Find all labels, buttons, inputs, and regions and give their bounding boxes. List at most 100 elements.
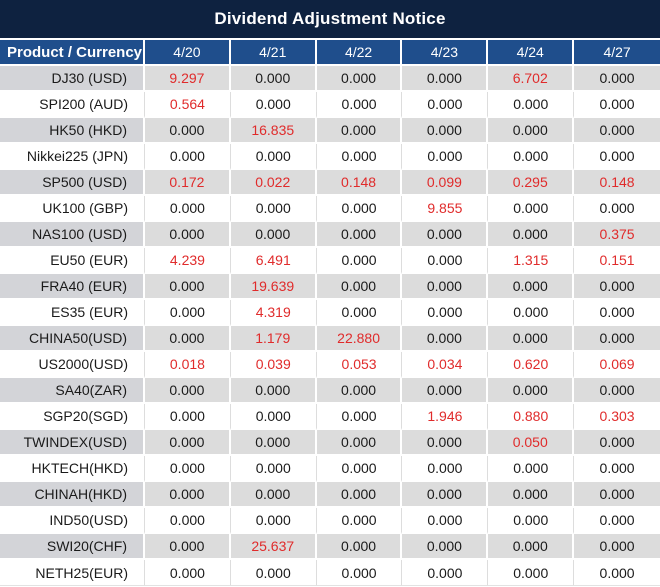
dividend-value-cell: 0.000 — [230, 560, 317, 586]
product-label: US2000(USD) — [0, 352, 145, 378]
dividend-value-cell: 0.000 — [488, 560, 575, 586]
dividend-value-cell: 0.000 — [316, 66, 403, 92]
product-label: IND50(USD) — [0, 508, 145, 534]
product-label: NAS100 (USD) — [0, 222, 145, 248]
dividend-value-cell: 0.000 — [316, 378, 403, 404]
product-label: NETH25(EUR) — [0, 560, 145, 586]
dividend-value-cell: 0.000 — [230, 378, 317, 404]
dividend-value-cell: 0.000 — [402, 274, 489, 300]
dividend-value-cell: 9.297 — [145, 66, 231, 92]
dividend-value-cell: 0.000 — [316, 560, 403, 586]
dividend-value-cell: 0.000 — [488, 456, 575, 482]
dividend-value-cell: 0.000 — [488, 378, 575, 404]
dividend-value-cell: 0.000 — [316, 222, 403, 248]
product-label: SPI200 (AUD) — [0, 92, 145, 118]
dividend-value-cell: 0.000 — [574, 378, 660, 404]
dividend-value-cell: 1.946 — [402, 404, 489, 430]
product-label: HK50 (HKD) — [0, 118, 145, 144]
dividend-value-cell: 0.000 — [574, 300, 660, 326]
dividend-value-cell: 0.000 — [316, 118, 403, 144]
dividend-value-cell: 0.000 — [574, 118, 660, 144]
dividend-value-cell: 0.000 — [574, 144, 660, 170]
dividend-value-cell: 0.000 — [145, 144, 231, 170]
dividend-value-cell: 0.000 — [145, 300, 231, 326]
dividend-value-cell: 0.000 — [488, 92, 575, 118]
dividend-value-cell: 6.491 — [230, 248, 317, 274]
product-label: SWI20(CHF) — [0, 534, 145, 560]
table-row: HK50 (HKD) 0.000 16.835 0.000 0.000 0.000 0.00… — [0, 118, 660, 144]
dividend-value-cell: 0.000 — [230, 404, 317, 430]
table-row: CHINAH(HKD) 0.000 0.000 0.000 0.000 0.000 0.00… — [0, 482, 660, 508]
dividend-table: Product / Currency 4/20 4/21 4/22 4/23 4/24 4… — [0, 40, 660, 586]
dividend-value-cell: 0.148 — [316, 170, 403, 196]
dividend-value-cell: 0.000 — [402, 222, 489, 248]
dividend-value-cell: 0.000 — [145, 222, 231, 248]
dividend-value-cell: 0.000 — [574, 534, 660, 560]
dividend-value-cell: 0.000 — [574, 482, 660, 508]
dividend-value-cell: 0.000 — [145, 196, 231, 222]
product-label: UK100 (GBP) — [0, 196, 145, 222]
header-product-currency: Product / Currency — [0, 40, 145, 66]
dividend-value-cell: 0.000 — [316, 300, 403, 326]
dividend-value-cell: 0.000 — [316, 456, 403, 482]
dividend-value-cell: 9.855 — [402, 196, 489, 222]
product-label: DJ30 (USD) — [0, 66, 145, 92]
dividend-value-cell: 0.018 — [145, 352, 231, 378]
dividend-value-cell: 0.000 — [488, 326, 575, 352]
product-label: SGP20(SGD) — [0, 404, 145, 430]
dividend-value-cell: 0.000 — [230, 144, 317, 170]
dividend-value-cell: 0.000 — [574, 66, 660, 92]
header-date-4-20: 4/20 — [145, 40, 231, 66]
product-label: TWINDEX(USD) — [0, 430, 145, 456]
dividend-value-cell: 0.000 — [402, 326, 489, 352]
dividend-value-cell: 0.000 — [574, 456, 660, 482]
table-row: SP500 (USD) 0.172 0.022 0.148 0.099 0.295 0.14… — [0, 170, 660, 196]
table-row: HKTECH(HKD) 0.000 0.000 0.000 0.000 0.000 0.00… — [0, 456, 660, 482]
dividend-value-cell: 0.000 — [402, 66, 489, 92]
product-label: CHINAH(HKD) — [0, 482, 145, 508]
dividend-value-cell: 0.000 — [402, 456, 489, 482]
dividend-value-cell: 0.099 — [402, 170, 489, 196]
dividend-value-cell: 16.835 — [230, 118, 317, 144]
dividend-value-cell: 0.053 — [316, 352, 403, 378]
page-title: Dividend Adjustment Notice — [214, 9, 446, 28]
header-date-4-27: 4/27 — [574, 40, 660, 66]
dividend-value-cell: 0.000 — [230, 196, 317, 222]
table-row: TWINDEX(USD) 0.000 0.000 0.000 0.000 0.050 0.0… — [0, 430, 660, 456]
dividend-value-cell: 0.000 — [230, 92, 317, 118]
dividend-value-cell: 0.000 — [402, 508, 489, 534]
dividend-value-cell: 0.000 — [402, 482, 489, 508]
dividend-value-cell: 0.000 — [574, 92, 660, 118]
dividend-value-cell: 0.000 — [316, 144, 403, 170]
dividend-value-cell: 0.000 — [488, 196, 575, 222]
dividend-value-cell: 4.239 — [145, 248, 231, 274]
dividend-value-cell: 0.000 — [574, 274, 660, 300]
dividend-value-cell: 0.000 — [402, 144, 489, 170]
table-row: NETH25(EUR) 0.000 0.000 0.000 0.000 0.000 0.00… — [0, 560, 660, 586]
dividend-value-cell: 0.295 — [488, 170, 575, 196]
dividend-value-cell: 0.000 — [230, 430, 317, 456]
dividend-value-cell: 0.000 — [402, 534, 489, 560]
dividend-value-cell: 4.319 — [230, 300, 317, 326]
dividend-value-cell: 0.039 — [230, 352, 317, 378]
dividend-value-cell: 0.000 — [316, 508, 403, 534]
table-row: FRA40 (EUR) 0.000 19.639 0.000 0.000 0.000 0.0… — [0, 274, 660, 300]
table-row: US2000(USD) 0.018 0.039 0.053 0.034 0.620 0.06… — [0, 352, 660, 378]
dividend-value-cell: 0.000 — [230, 482, 317, 508]
dividend-value-cell: 0.000 — [145, 404, 231, 430]
table-row: CHINA50(USD) 0.000 1.179 22.880 0.000 0.000 0.… — [0, 326, 660, 352]
table-row: DJ30 (USD) 9.297 0.000 0.000 0.000 6.702 0.000 — [0, 66, 660, 92]
dividend-value-cell: 0.000 — [488, 482, 575, 508]
table-row: NAS100 (USD) 0.000 0.000 0.000 0.000 0.000 0.3… — [0, 222, 660, 248]
dividend-value-cell: 0.000 — [574, 430, 660, 456]
product-label: CHINA50(USD) — [0, 326, 145, 352]
table-row: SPI200 (AUD) 0.564 0.000 0.000 0.000 0.000 0.0… — [0, 92, 660, 118]
dividend-value-cell: 0.000 — [316, 404, 403, 430]
product-label: SA40(ZAR) — [0, 378, 145, 404]
dividend-value-cell: 0.000 — [316, 534, 403, 560]
table-row: ES35 (EUR) 0.000 4.319 0.000 0.000 0.000 0.000 — [0, 300, 660, 326]
dividend-value-cell: 0.000 — [145, 456, 231, 482]
dividend-value-cell: 0.000 — [316, 430, 403, 456]
dividend-value-cell: 0.000 — [574, 196, 660, 222]
dividend-value-cell: 0.375 — [574, 222, 660, 248]
